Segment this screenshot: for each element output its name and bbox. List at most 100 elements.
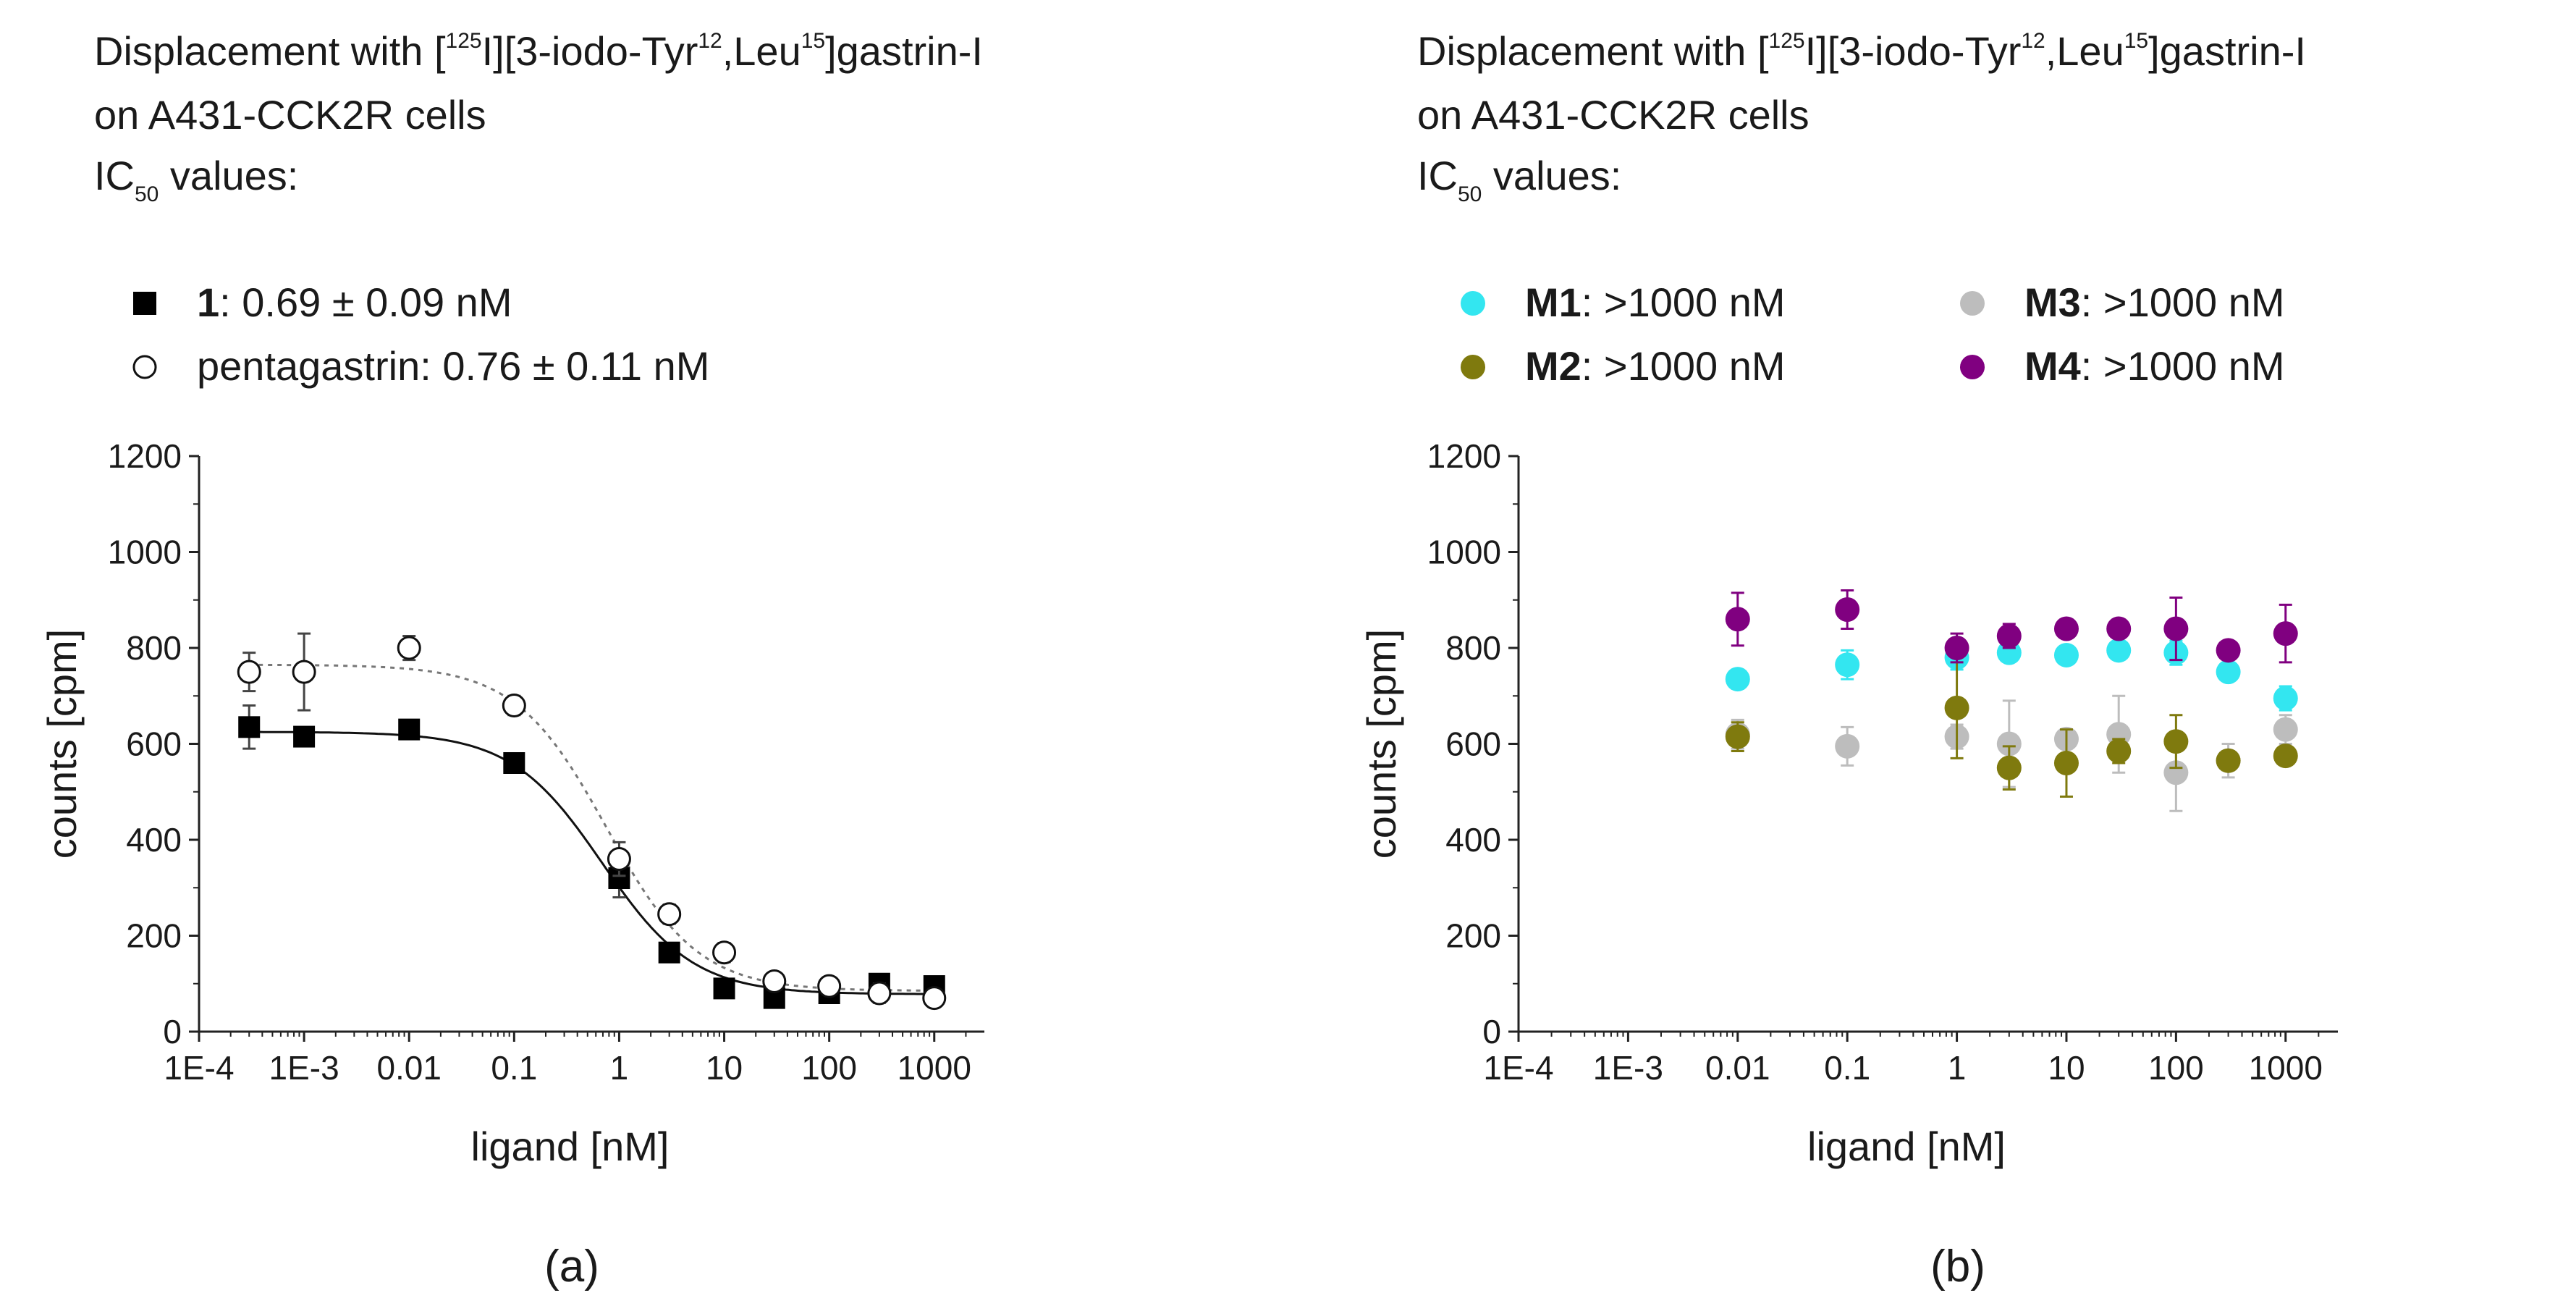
legend-item-M1: M1: >1000 nM xyxy=(1461,279,1786,325)
data-point xyxy=(1835,597,1860,622)
title-superscript: 125 xyxy=(1769,29,1805,53)
chart-title-line-2: on A431-CCK2R cells xyxy=(94,92,486,138)
data-point xyxy=(237,660,261,684)
title-text: ,Leu xyxy=(2045,28,2124,74)
title-superscript: 12 xyxy=(698,29,722,53)
data-point xyxy=(1996,623,2022,649)
x-tick-label: 0.01 xyxy=(376,1049,442,1087)
y-tick-label: 600 xyxy=(1445,725,1501,763)
x-tick-label: 1E-3 xyxy=(1593,1049,1663,1087)
x-tick-label: 1000 xyxy=(898,1049,971,1087)
panel-label: (a) xyxy=(544,1242,599,1292)
data-point xyxy=(657,902,682,927)
fit-curve-1 xyxy=(249,730,934,995)
title-text: IC xyxy=(1417,153,1458,198)
legend-label: 1: 0.69 ± 0.09 nM xyxy=(197,279,512,325)
title-superscript: 15 xyxy=(2124,29,2148,53)
x-tick-label: 10 xyxy=(706,1049,743,1087)
y-tick-label: 200 xyxy=(126,917,182,955)
data-point xyxy=(2106,738,2132,764)
legend-label-text: : >1000 nM xyxy=(1582,343,1786,389)
data-point xyxy=(1996,731,2022,757)
legend-label-text: : 0.69 ± 0.09 nM xyxy=(219,279,512,325)
x-tick-label: 1E-3 xyxy=(269,1049,339,1087)
data-point xyxy=(2273,621,2298,646)
y-tick-label: 0 xyxy=(1482,1013,1501,1050)
x-tick-label: 1000 xyxy=(2249,1049,2323,1087)
legend-item-M3: M3: >1000 nM xyxy=(1960,279,2285,325)
series-M4 xyxy=(1725,589,2298,664)
chart-title-line-1: Displacement with [125I][3-iodo-Tyr12,Le… xyxy=(94,28,983,74)
title-text: ,Leu xyxy=(722,28,801,74)
x-tick-label: 0.01 xyxy=(1705,1049,1770,1087)
title-text: values: xyxy=(159,153,298,198)
legend-marker xyxy=(1960,291,1985,316)
legend-label: M1: >1000 nM xyxy=(1525,279,1786,325)
y-axis-title: counts [cpm] xyxy=(1359,629,1404,859)
data-point xyxy=(713,977,735,1000)
title-superscript: 12 xyxy=(2021,29,2045,53)
legend-label-text: : >1000 nM xyxy=(2081,343,2285,389)
y-tick-label: 1200 xyxy=(108,437,182,475)
legend-label-bold: M2 xyxy=(1525,343,1582,389)
data-point xyxy=(1835,652,1860,678)
series-pentagastrin xyxy=(237,632,947,1011)
data-point xyxy=(1725,667,1750,692)
data-point xyxy=(658,941,680,964)
legend-marker xyxy=(1960,355,1985,379)
x-tick-label: 10 xyxy=(2048,1049,2085,1087)
legend-label-text: : >1000 nM xyxy=(2081,279,2285,325)
title-superscript: 15 xyxy=(801,29,825,53)
data-point xyxy=(1944,695,1969,720)
legend-label-bold: 1 xyxy=(197,279,219,325)
data-point xyxy=(2163,760,2189,785)
title-text: ]gastrin-I xyxy=(2148,28,2306,74)
title-text: values: xyxy=(1482,153,1621,198)
y-tick-label: 800 xyxy=(1445,629,1501,667)
x-axis-title: ligand [nM] xyxy=(1807,1124,2006,1169)
x-tick-label: 1E-4 xyxy=(1483,1049,1553,1087)
data-point xyxy=(502,694,526,717)
legend-label-text: : >1000 nM xyxy=(1582,279,1786,325)
data-point xyxy=(397,636,421,660)
data-point xyxy=(2163,729,2189,754)
data-point xyxy=(2053,751,2079,775)
data-point xyxy=(2273,743,2298,769)
legend-marker xyxy=(132,355,157,379)
chart-title-line-1: Displacement with [125I][3-iodo-Tyr12,Le… xyxy=(1417,28,2306,74)
legend-item-pentagastrin: pentagastrin: 0.76 ± 0.11 nM xyxy=(132,343,709,389)
legend-label: M4: >1000 nM xyxy=(2024,343,2285,389)
data-point xyxy=(2106,616,2132,641)
data-point xyxy=(1725,724,1750,749)
chart-panel-a: Displacement with [125I][3-iodo-Tyr12,Le… xyxy=(39,28,984,1292)
x-tick-label: 1 xyxy=(1948,1049,1967,1087)
title-text: Displacement with [ xyxy=(94,28,446,74)
y-tick-label: 1000 xyxy=(108,534,182,571)
data-point xyxy=(2273,717,2298,742)
data-point xyxy=(398,718,421,741)
y-tick-label: 1000 xyxy=(1427,534,1501,571)
data-point xyxy=(2273,686,2298,711)
y-tick-label: 600 xyxy=(126,725,182,763)
legend-marker xyxy=(1461,355,1485,379)
x-tick-label: 1 xyxy=(610,1049,629,1087)
legend-marker xyxy=(1461,291,1485,316)
y-tick-label: 1200 xyxy=(1427,437,1501,475)
legend-label-bold: M1 xyxy=(1525,279,1582,325)
legend-label-text: pentagastrin: 0.76 ± 0.11 nM xyxy=(197,343,709,389)
title-text: I][3-iodo-Tyr xyxy=(1805,28,2022,74)
data-point xyxy=(1944,636,1969,660)
data-point xyxy=(712,940,737,965)
data-point xyxy=(1835,733,1860,759)
legend-label: M3: >1000 nM xyxy=(2024,279,2285,325)
legend-marker xyxy=(133,292,156,315)
y-axis-title: counts [cpm] xyxy=(39,629,85,859)
legend-label-bold: M3 xyxy=(2024,279,2081,325)
data-point xyxy=(2216,660,2241,685)
data-point xyxy=(1996,755,2022,780)
data-point xyxy=(607,847,631,871)
chart-title-line-3: IC50 values: xyxy=(94,153,298,206)
series-M3 xyxy=(1725,694,2298,812)
legend-item-1: 1: 0.69 ± 0.09 nM xyxy=(133,279,512,325)
